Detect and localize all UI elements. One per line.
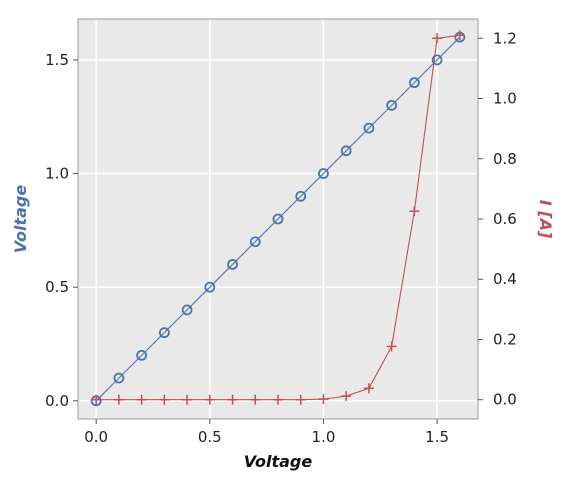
series-1-point — [363, 122, 375, 134]
grid — [78, 19, 478, 419]
series-1-point — [181, 304, 193, 316]
axis-ticks: 0.0 0.5 1.0 1.5 0.0 0.5 1.0 1.5 0.0 0.2 0.4 0.6 0.8 1… — [45, 29, 517, 446]
series-1-point — [318, 168, 329, 179]
series-1-line — [95, 36, 461, 402]
series-1-point — [113, 372, 125, 384]
series-2-point — [273, 394, 283, 405]
y-right-tick-label: 0.0 — [493, 391, 517, 409]
series-markers — [90, 30, 466, 407]
series-1-point — [295, 190, 307, 202]
series-2-point — [113, 394, 124, 405]
series-1-point — [136, 349, 148, 361]
series-2-point — [363, 383, 374, 394]
series-2-point — [454, 30, 465, 41]
series-2-point — [182, 394, 193, 405]
series-2-point — [432, 33, 443, 44]
series-2-point — [409, 206, 420, 217]
y-right-tick-label: 0.4 — [493, 270, 517, 288]
series-2-point — [386, 341, 397, 352]
y-left-tick-label: 0.5 — [45, 278, 69, 296]
y-right-tick-label: 0.8 — [493, 150, 517, 168]
series-1-point — [272, 213, 284, 225]
y-right-tick-label: 1.0 — [493, 90, 517, 108]
series-1-point — [431, 54, 443, 66]
series-2-point — [159, 394, 170, 405]
x-tick-label: 1.0 — [312, 428, 336, 446]
series-2-point — [295, 394, 306, 405]
y-left-axis-title: Voltage — [11, 185, 30, 254]
y-right-tick-label: 1.2 — [493, 29, 517, 47]
series-2-point — [136, 394, 147, 405]
y-left-tick-label: 1.0 — [45, 165, 69, 183]
x-tick-label: 0.5 — [198, 428, 222, 446]
y-right-tick-label: 0.6 — [493, 210, 517, 228]
series-1-point — [386, 99, 398, 111]
series-2-point — [318, 394, 329, 405]
y-left-tick-label: 0.0 — [45, 392, 69, 410]
series-1-point — [158, 327, 170, 339]
y-right-axis-title: I [A] — [536, 200, 555, 239]
series-2-point — [204, 394, 215, 405]
series-2-point — [250, 394, 261, 405]
x-tick-label: 1.5 — [425, 428, 449, 446]
y-right-tick-label: 0.2 — [493, 330, 517, 348]
series-1-point — [249, 236, 261, 248]
series-2-point — [341, 391, 352, 402]
series-1-point — [227, 259, 238, 270]
y-left-tick-label: 1.5 — [45, 51, 69, 69]
x-axis-title: Voltage — [244, 452, 313, 471]
series-1-point — [340, 145, 352, 157]
series-2-point — [91, 394, 102, 405]
series-2-point — [227, 394, 238, 405]
series-1-point — [408, 77, 420, 89]
x-tick-label: 0.0 — [84, 428, 108, 446]
series-1-point — [204, 281, 216, 293]
